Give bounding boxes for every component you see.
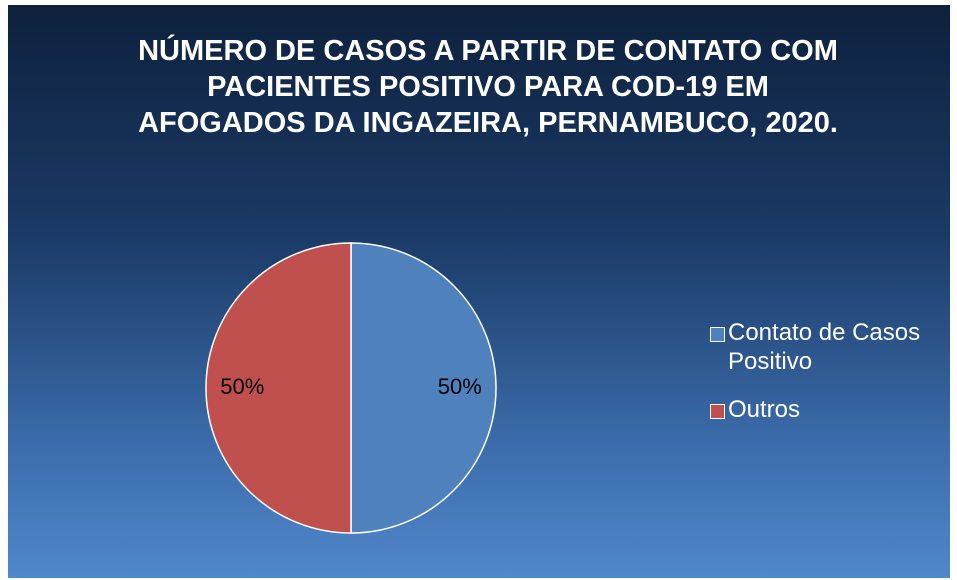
pie-slice — [205, 242, 352, 534]
legend-label: Outros — [728, 396, 801, 423]
legend-swatch — [710, 327, 725, 342]
legend-label: Contato de Casos Positivo — [728, 319, 921, 375]
pie-slice — [350, 242, 497, 534]
data-label: 50% — [220, 374, 264, 399]
chart-background — [8, 5, 950, 578]
chart-title: NÚMERO DE CASOS A PARTIR DE CONTATO COM … — [138, 35, 838, 139]
data-label: 50% — [438, 374, 482, 399]
legend-swatch — [710, 404, 725, 419]
